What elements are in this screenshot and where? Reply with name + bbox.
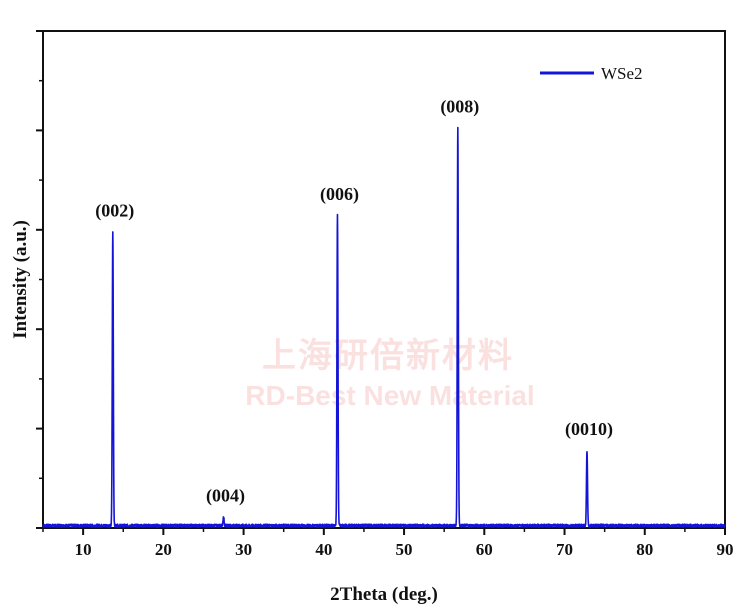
x-axis-title: 2Theta (deg.) (330, 584, 438, 605)
x-tick-label: 20 (155, 540, 172, 559)
series-line-wse2 (42, 126, 726, 528)
watermark-cn: 上海研倍新材料 (262, 336, 514, 376)
peak-label: (004) (206, 485, 245, 506)
legend-label-wse2: WSe2 (601, 64, 643, 83)
watermark-en: RD-Best New Material (245, 380, 534, 411)
x-tick-label: 70 (556, 540, 573, 559)
x-tick-label: 90 (717, 540, 734, 559)
x-tick-label: 50 (396, 540, 413, 559)
series-layer (42, 126, 726, 528)
peak-label: (002) (95, 201, 134, 222)
x-tick-label: 10 (75, 540, 92, 559)
legend: WSe2 (540, 64, 643, 83)
peak-labels-layer: (002) (004) (006) (008) (0010) (95, 96, 613, 506)
x-tick-label: 30 (235, 540, 252, 559)
y-axis-title: Intensity (a.u.) (10, 220, 31, 339)
plot-frame (42, 30, 726, 529)
x-tick-label: 80 (636, 540, 653, 559)
ticks-layer: 10 20 30 40 50 60 70 80 90 (36, 30, 734, 559)
peak-label: (006) (320, 184, 359, 205)
peak-label: (0010) (565, 419, 613, 440)
x-tick-label: 40 (315, 540, 332, 559)
peak-label: (008) (440, 96, 479, 117)
x-tick-label: 60 (476, 540, 493, 559)
